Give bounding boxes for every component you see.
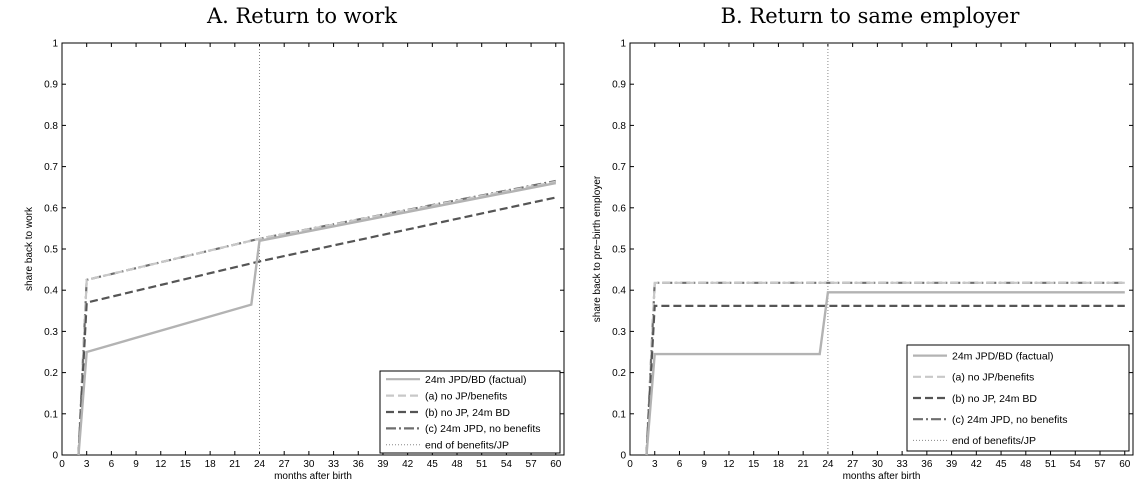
chart-a-y-tick-label: 0.4 [44,286,58,297]
chart-b-x-tick-label: 9 [701,459,707,470]
chart-a-x-tick-label: 30 [303,459,315,470]
chart-b-x-axis-label: months after birth [843,471,921,482]
chart-a-x-tick-label: 12 [155,459,167,470]
chart-b-y-axis-label: share back to pre−birth employer [592,175,603,322]
chart-a-x-tick-label: 24 [254,459,266,470]
chart-b-y-tick-label: 0.9 [612,80,626,91]
chart-b-series-2 [645,304,1125,456]
chart-a-x-tick-label: 42 [402,459,414,470]
chart-a-legend-label-3: (c) 24m JPD, no benefits [425,423,541,435]
chart-b-x-tick-label: 27 [847,459,859,470]
chart-b-series-1 [645,281,1125,456]
chart-b-title: B. Return to same employer [720,4,1020,28]
chart-a-y-tick-label: 1 [52,39,58,50]
chart-b-y-tick-label: 0.7 [612,162,626,173]
chart-b-y-tick-label: 0 [620,451,626,462]
chart-b-y-tick-label: 0.4 [612,286,626,297]
chart-a-series-2 [77,196,557,456]
chart-a-x-tick-label: 48 [451,459,463,470]
chart-a-y-tick-label: 0.9 [44,80,58,91]
chart-b-x-tick-label: 0 [627,459,633,470]
chart-b-legend-label-2: (b) no JP, 24m BD [952,393,1037,405]
chart-a-x-tick-label: 57 [526,459,538,470]
chart-b-x-tick-label: 51 [1045,459,1057,470]
chart-b-x-tick-label: 6 [677,459,683,470]
chart-a-x-tick-label: 21 [229,459,241,470]
chart-b-series-0 [645,291,1125,456]
chart-a-x-tick-label: 27 [279,459,291,470]
chart-b-series-3 [645,281,1125,456]
chart-a-y-tick-label: 0.7 [44,162,58,173]
chart-a-y-tick-label: 0.8 [44,121,58,132]
chart-a-x-tick-label: 45 [427,459,439,470]
chart-a-y-tick-label: 0.3 [44,327,58,338]
chart-b-x-tick-label: 21 [798,459,810,470]
chart-a-x-tick-label: 54 [501,459,513,470]
chart-a-y-tick-label: 0.6 [44,203,58,214]
chart-b-x-tick-label: 60 [1119,459,1131,470]
chart-a-x-tick-label: 6 [109,459,115,470]
chart-a-x-tick-label: 36 [353,459,365,470]
chart-b-x-tick-label: 45 [996,459,1008,470]
chart-b-y-tick-label: 0.5 [612,245,626,256]
chart-b-legend-label-0: 24m JPD/BD (factual) [952,350,1054,362]
chart-a-legend-label-2: (b) no JP, 24m BD [425,407,510,419]
chart-b-x-tick-label: 15 [748,459,760,470]
chart-b-x-tick-label: 39 [946,459,958,470]
chart-b-legend-label-3: (c) 24m JPD, no benefits [952,414,1068,426]
chart-b-x-tick-label: 33 [897,459,909,470]
chart-a-x-tick-label: 60 [550,459,562,470]
chart-a-x-tick-label: 9 [133,459,139,470]
chart-a-x-axis-label: months after birth [274,471,352,482]
chart-b-y-tick-label: 0.3 [612,327,626,338]
chart-b-x-tick-label: 48 [1020,459,1032,470]
chart-b-x-tick-label: 12 [723,459,735,470]
chart-b-y-tick-label: 1 [620,39,626,50]
chart-b-legend-label-1: (a) no JP/benefits [952,372,1034,384]
chart-a-x-tick-label: 33 [328,459,340,470]
chart-a-legend-label-0: 24m JPD/BD (factual) [425,374,527,386]
chart-b-y-tick-label: 0.6 [612,203,626,214]
chart-a-y-axis-label: share back to work [24,206,35,291]
chart-b-legend-label-4: end of benefits/JP [952,435,1036,447]
chart-a-x-tick-label: 51 [476,459,488,470]
chart-a-legend-label-4: end of benefits/JP [425,440,509,452]
chart-b-x-tick-label: 57 [1094,459,1106,470]
chart-b-x-tick-label: 42 [971,459,983,470]
chart-b-x-tick-label: 24 [822,459,834,470]
chart-b-y-tick-label: 0.1 [612,409,626,420]
chart-a-x-tick-label: 3 [84,459,90,470]
chart-a-x-tick-label: 0 [59,459,65,470]
chart-a-x-tick-label: 39 [377,459,389,470]
chart-b-x-tick-label: 3 [652,459,658,470]
chart-a-y-tick-label: 0.5 [44,245,58,256]
chart-b-x-tick-label: 54 [1070,459,1082,470]
chart-a-x-tick-label: 15 [180,459,192,470]
chart-b-x-tick-label: 18 [773,459,785,470]
chart-b-y-tick-label: 0.2 [612,368,626,379]
chart-a-title: A. Return to work [206,4,398,28]
chart-a-y-tick-label: 0.1 [44,409,58,420]
chart-b-y-tick-label: 0.8 [612,121,626,132]
chart-a-x-tick-label: 18 [205,459,217,470]
chart-a-y-tick-label: 0.2 [44,368,58,379]
chart-a-y-tick-label: 0 [52,451,58,462]
chart-b-x-tick-label: 36 [921,459,933,470]
chart-a-legend-label-1: (a) no JP/benefits [425,390,507,402]
chart-b-x-tick-label: 30 [872,459,884,470]
chart-a-series-0 [77,181,557,456]
